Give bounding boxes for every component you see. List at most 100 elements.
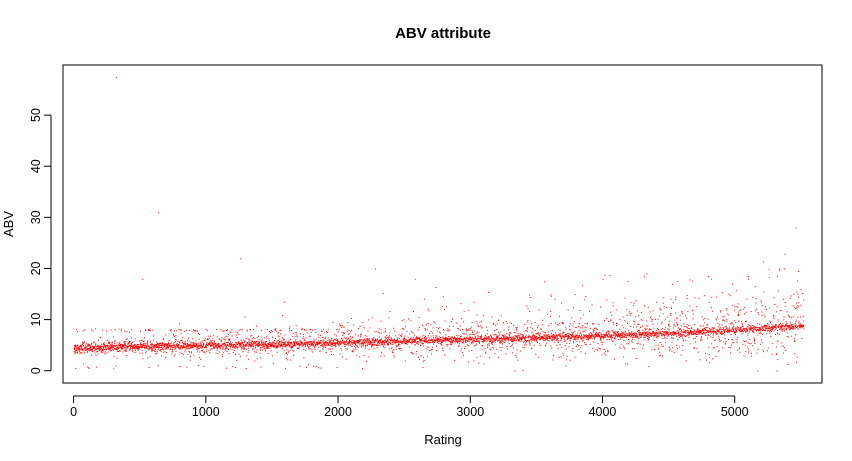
data-point bbox=[529, 344, 531, 346]
data-point bbox=[307, 346, 309, 347]
data-point bbox=[468, 361, 469, 363]
data-point bbox=[482, 341, 484, 343]
data-point bbox=[448, 329, 450, 331]
data-point bbox=[408, 346, 410, 348]
data-point bbox=[229, 338, 231, 340]
data-point bbox=[175, 348, 177, 350]
data-point bbox=[75, 350, 76, 352]
data-point bbox=[249, 344, 251, 345]
data-point bbox=[694, 338, 696, 340]
data-point bbox=[342, 341, 344, 343]
data-point bbox=[600, 337, 602, 339]
data-point bbox=[611, 314, 613, 316]
data-point bbox=[440, 339, 442, 340]
data-point bbox=[172, 347, 174, 348]
data-point bbox=[129, 342, 131, 344]
data-point bbox=[557, 342, 559, 343]
data-point bbox=[732, 327, 734, 329]
data-point bbox=[712, 336, 714, 338]
data-point bbox=[491, 338, 492, 340]
data-point bbox=[651, 333, 653, 335]
data-point bbox=[180, 329, 181, 331]
data-point bbox=[312, 342, 314, 343]
data-point bbox=[464, 336, 466, 338]
data-point bbox=[655, 345, 657, 347]
data-point bbox=[373, 338, 375, 340]
data-point bbox=[635, 335, 637, 337]
data-point bbox=[167, 347, 169, 349]
data-point bbox=[288, 345, 290, 347]
data-point bbox=[387, 343, 389, 344]
data-point bbox=[650, 316, 651, 318]
data-point bbox=[287, 350, 289, 352]
data-point bbox=[593, 327, 595, 329]
data-point bbox=[173, 335, 175, 337]
data-point bbox=[426, 340, 428, 342]
data-point bbox=[362, 368, 363, 370]
data-point bbox=[514, 337, 516, 339]
data-point bbox=[337, 339, 339, 341]
data-point bbox=[127, 342, 129, 344]
data-point bbox=[694, 297, 696, 299]
data-point bbox=[180, 339, 182, 341]
data-point bbox=[704, 322, 706, 324]
data-point bbox=[572, 334, 574, 336]
data-point bbox=[460, 303, 462, 305]
data-point bbox=[528, 337, 530, 339]
data-point bbox=[92, 330, 94, 332]
data-point bbox=[103, 347, 105, 349]
data-point bbox=[265, 344, 267, 346]
data-point bbox=[432, 349, 434, 351]
data-point bbox=[371, 339, 373, 341]
data-point bbox=[291, 342, 293, 344]
data-point bbox=[209, 342, 211, 344]
data-point bbox=[544, 334, 546, 336]
data-point bbox=[205, 344, 207, 345]
data-point bbox=[275, 347, 277, 349]
data-point bbox=[319, 340, 321, 342]
data-point bbox=[613, 335, 615, 336]
data-point bbox=[450, 339, 452, 341]
data-point bbox=[234, 347, 236, 349]
data-point bbox=[644, 334, 646, 336]
data-point bbox=[428, 341, 430, 343]
data-point bbox=[456, 335, 458, 337]
data-point bbox=[292, 344, 294, 346]
data-point bbox=[295, 325, 297, 327]
data-point bbox=[663, 331, 665, 333]
data-point bbox=[720, 331, 722, 333]
data-point bbox=[491, 338, 493, 339]
data-point bbox=[162, 343, 164, 345]
data-point bbox=[434, 340, 436, 342]
data-point bbox=[664, 332, 665, 334]
data-point bbox=[474, 336, 476, 338]
data-point bbox=[448, 338, 450, 340]
data-point bbox=[247, 351, 249, 353]
data-point bbox=[159, 347, 161, 349]
data-point bbox=[643, 332, 645, 334]
data-point bbox=[349, 335, 351, 337]
data-point bbox=[225, 347, 227, 349]
data-point bbox=[534, 340, 536, 342]
data-point bbox=[88, 350, 90, 352]
data-point bbox=[347, 338, 349, 340]
data-point bbox=[506, 322, 508, 324]
data-point bbox=[490, 335, 492, 337]
data-point bbox=[406, 343, 408, 345]
data-point bbox=[499, 346, 501, 348]
data-point bbox=[325, 336, 327, 338]
data-point bbox=[558, 357, 560, 359]
data-point bbox=[573, 335, 575, 337]
data-point bbox=[227, 329, 229, 331]
data-point bbox=[564, 336, 566, 337]
data-point bbox=[424, 328, 426, 330]
data-point bbox=[585, 337, 587, 339]
data-point bbox=[566, 359, 568, 361]
data-point bbox=[187, 345, 189, 347]
data-point bbox=[420, 344, 422, 346]
data-point bbox=[688, 334, 690, 336]
data-point bbox=[396, 337, 398, 339]
data-point bbox=[253, 340, 255, 342]
data-point bbox=[482, 349, 484, 351]
data-point bbox=[326, 343, 328, 345]
